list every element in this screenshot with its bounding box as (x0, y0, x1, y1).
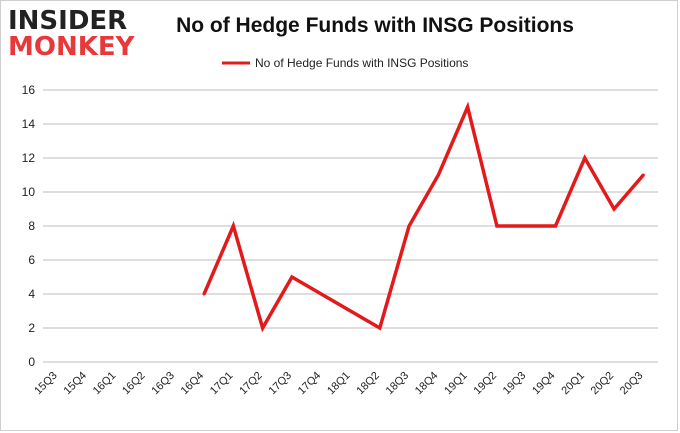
y-tick-label: 16 (22, 83, 36, 97)
data-point (378, 326, 382, 330)
x-axis: 15Q3 15Q4 16Q1 16Q2 16Q3 16Q4 17Q1 17Q2 17Q3 17Q4… (32, 370, 645, 398)
logo-line-2: MONKEY (8, 32, 135, 62)
x-tick-label: 19Q2 (472, 370, 500, 398)
y-tick-label: 14 (22, 117, 36, 131)
y-tick-label: 8 (28, 219, 35, 233)
data-point (407, 224, 411, 228)
legend-label: No of Hedge Funds with INSG Positions (255, 56, 468, 70)
data-point (349, 309, 352, 313)
data-point (319, 292, 323, 296)
data-point (231, 224, 235, 228)
x-tick-label: 17Q4 (296, 370, 324, 398)
data-point (583, 156, 587, 160)
x-tick-label: 19Q1 (442, 370, 470, 398)
x-tick-label: 18Q2 (354, 370, 382, 398)
x-tick-label: 17Q1 (208, 370, 236, 398)
y-tick-label: 10 (22, 185, 36, 199)
data-point (495, 224, 499, 228)
x-tick-label: 20Q3 (618, 370, 646, 398)
x-tick-label: 17Q3 (267, 370, 295, 398)
x-tick-label: 19Q3 (501, 370, 529, 398)
x-tick-label: 16Q3 (149, 370, 177, 398)
y-axis: 0 2 4 6 8 10 12 14 16 (22, 83, 36, 369)
y-tick-label: 0 (28, 355, 35, 369)
y-tick-label: 2 (28, 321, 35, 335)
x-tick-label: 16Q2 (120, 370, 148, 398)
data-point (436, 173, 440, 177)
data-point (612, 207, 616, 211)
x-tick-label: 15Q3 (32, 370, 60, 398)
data-point (641, 173, 645, 177)
data-point (554, 224, 557, 228)
x-tick-label: 18Q1 (325, 370, 353, 398)
x-tick-label: 15Q4 (62, 370, 90, 398)
chart-title: No of Hedge Funds with INSG Positions (176, 14, 574, 37)
grid (43, 89, 658, 363)
y-tick-label: 6 (28, 253, 35, 267)
series-line (202, 101, 645, 333)
data-point (261, 326, 265, 330)
x-tick-label: 18Q3 (384, 370, 412, 398)
legend: No of Hedge Funds with INSG Positions (222, 56, 468, 70)
x-tick-label: 20Q1 (559, 370, 587, 398)
x-tick-label: 17Q2 (237, 370, 265, 398)
y-tick-label: 12 (22, 151, 36, 165)
data-point (290, 275, 294, 279)
insider-monkey-logo: INSIDER MONKEY (8, 8, 134, 60)
y-tick-label: 4 (28, 287, 35, 301)
x-tick-label: 19Q4 (530, 370, 558, 398)
logo-line-1: INSIDER (8, 6, 128, 36)
data-point (524, 224, 528, 228)
data-point (466, 105, 470, 109)
x-tick-label: 20Q2 (589, 370, 617, 398)
x-tick-label: 16Q1 (91, 370, 119, 398)
x-tick-label: 16Q4 (179, 370, 207, 398)
data-point (202, 292, 206, 296)
series-group (202, 101, 645, 333)
x-tick-label: 18Q4 (413, 370, 441, 398)
